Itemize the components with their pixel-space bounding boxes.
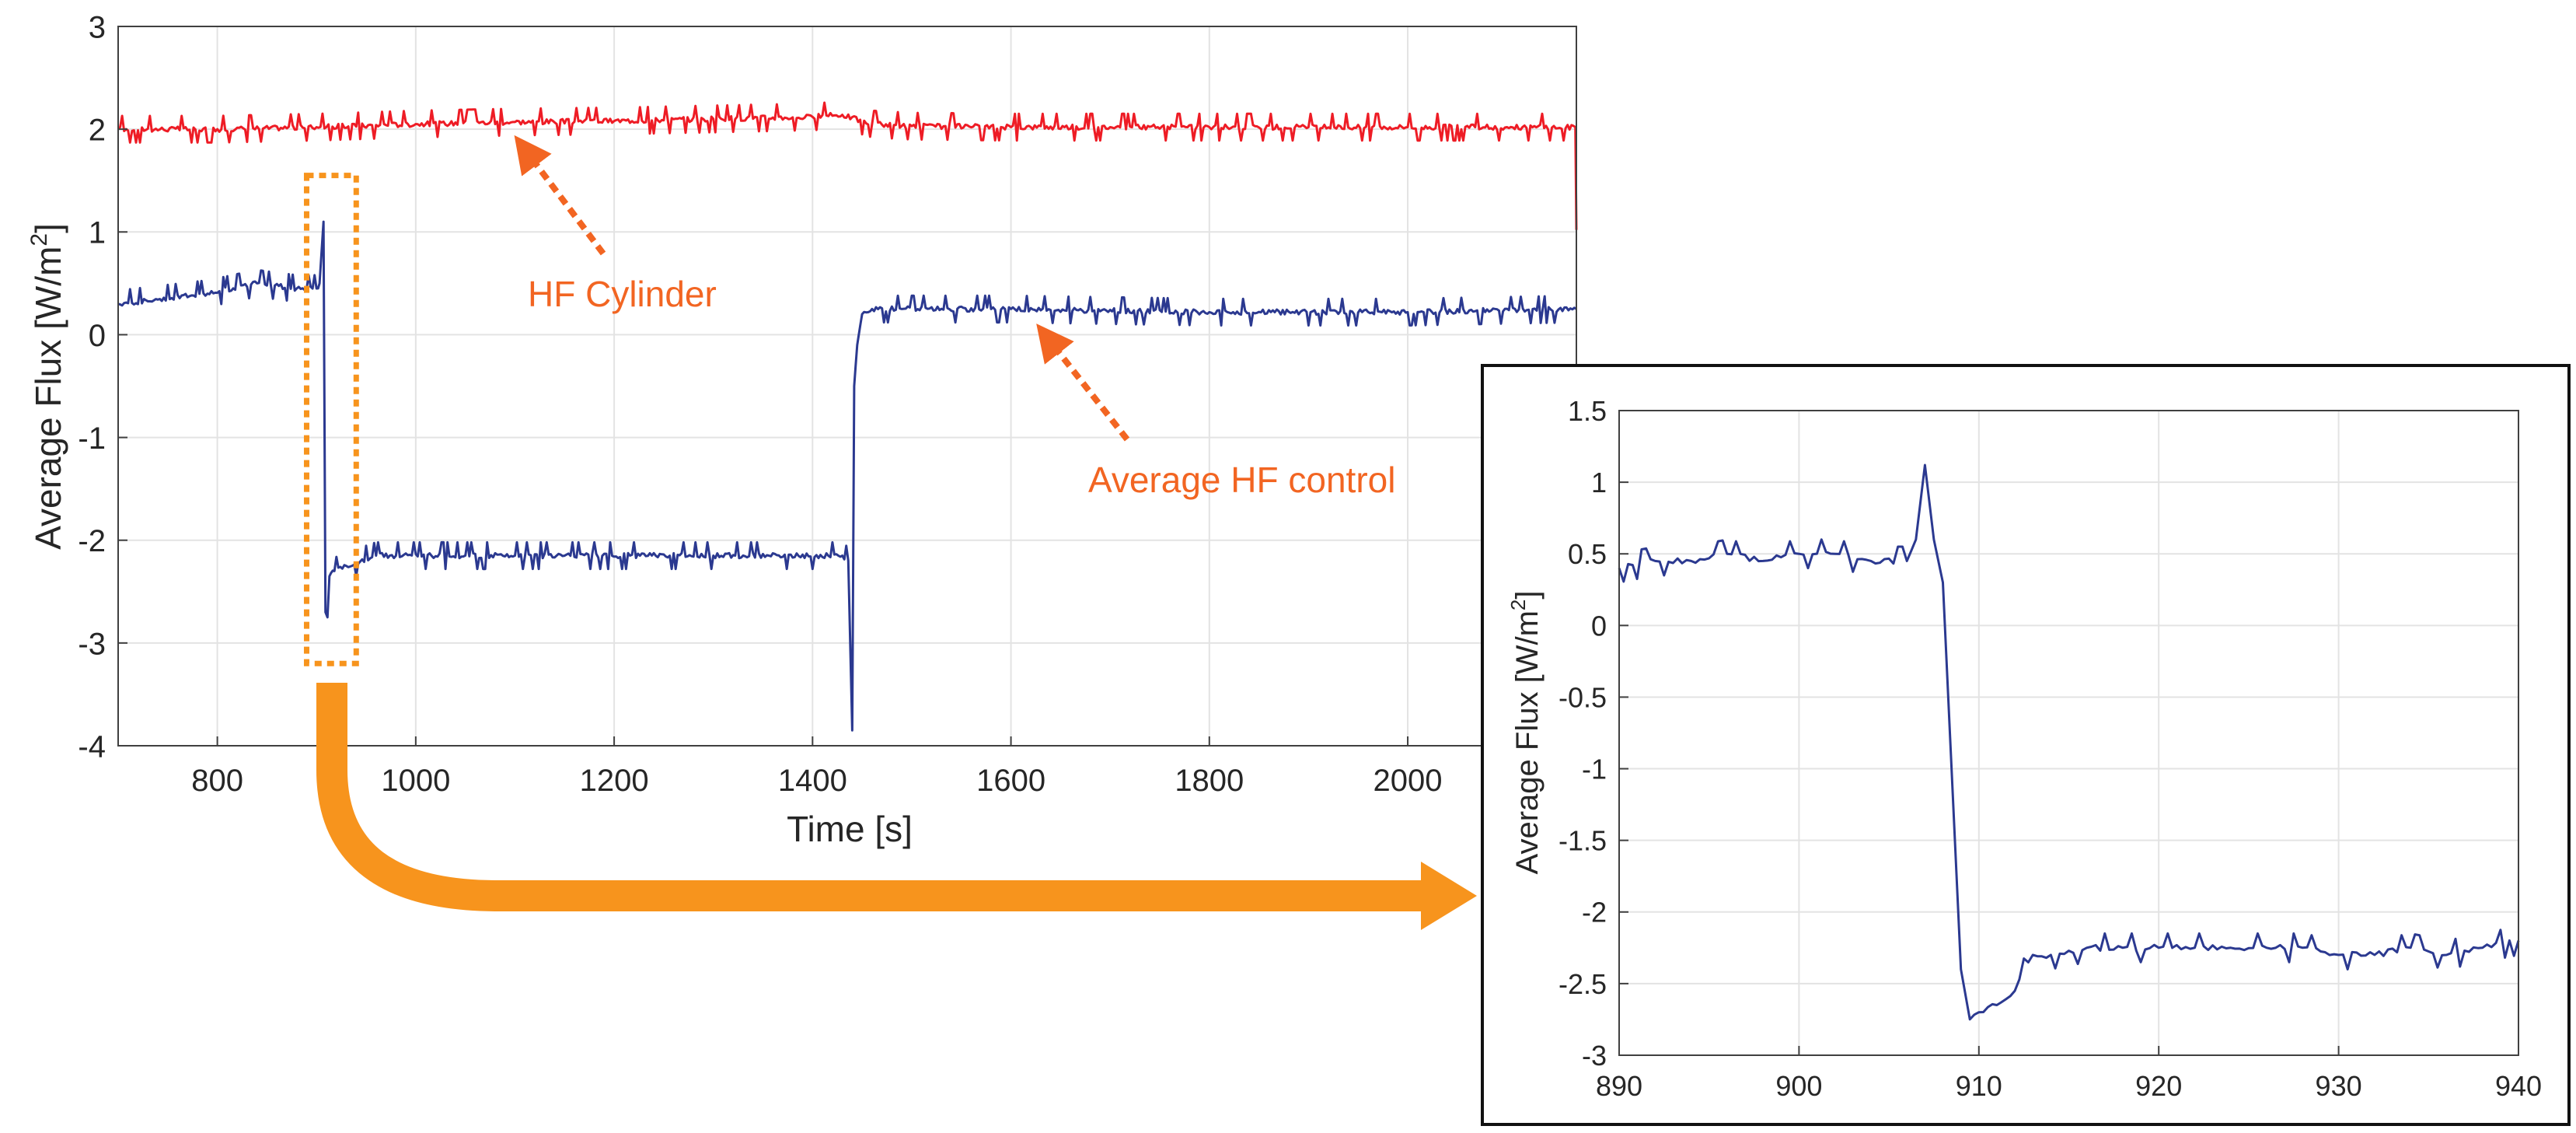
- inset-x-tick-label: 910: [1956, 1070, 2002, 1102]
- main-y-tick-label: -2: [78, 524, 106, 558]
- inset-ticks: 890 900 910 920 930 940 -3 -2.5 -2 -1.5 -1 -0.5 0 0.5…: [1559, 395, 2542, 1102]
- hf-cylinder-arrow: [514, 135, 606, 256]
- inset-y-tick-label: -0.5: [1559, 681, 1607, 713]
- zoom-connector-arrowhead: [1421, 862, 1477, 930]
- main-y-tick-label: 0: [89, 319, 106, 353]
- main-x-tick-label: 1800: [1175, 764, 1244, 798]
- series-line-average-hf-control: [1618, 463, 2520, 1021]
- main-y-tick-label: -4: [78, 729, 106, 764]
- inset-chart: 890 900 910 920 930 940 -3 -2.5 -2 -1.5 -1 -0.5 0 0.5…: [1481, 364, 2571, 1126]
- inset-x-tick-label: 930: [2316, 1070, 2362, 1102]
- main-grid: [118, 26, 1576, 747]
- main-x-tick-label: 1600: [976, 764, 1045, 798]
- inset-x-tick-label: 940: [2495, 1070, 2542, 1102]
- main-y-axis-label: Average Flux [W/m2]: [26, 223, 68, 550]
- inset-lines: [1618, 463, 2520, 1021]
- average-hf-control-arrow: [1036, 323, 1130, 442]
- inset-y-tick-label: -3: [1582, 1040, 1607, 1072]
- main-x-tick-label: 2000: [1374, 764, 1443, 798]
- inset-y-tick-label: 0.5: [1568, 538, 1607, 570]
- inset-y-tick-label: 0: [1591, 610, 1607, 642]
- inset-y-tick-label: 1.5: [1568, 395, 1607, 427]
- main-x-tick-label: 1400: [778, 764, 847, 798]
- main-lines: [117, 101, 1578, 732]
- series-line-average-hf-control: [117, 220, 1577, 732]
- main-x-tick-label: 1200: [580, 764, 649, 798]
- inset-y-tick-label: -2.5: [1559, 968, 1607, 1000]
- zoom-connector-arrow: [316, 683, 1477, 930]
- main-x-tick-label: 800: [191, 764, 243, 798]
- main-y-tick-label: -3: [78, 627, 106, 661]
- inset-x-tick-label: 900: [1775, 1070, 1822, 1102]
- main-ticks: 800 1000 1200 1400 1600 1800 2000 -4 -3 -2 -1 0 1 2 3: [78, 10, 1442, 798]
- main-y-tick-label: 3: [89, 10, 106, 44]
- main-y-tick-label: -1: [78, 421, 106, 456]
- average-hf-control-label: Average HF control: [1088, 460, 1395, 500]
- inset-x-tick-label: 920: [2135, 1070, 2182, 1102]
- hf-cylinder-label: HF Cylinder: [528, 274, 717, 314]
- main-chart: 800 1000 1200 1400 1600 1800 2000-4-3-2-10123 …: [26, 10, 1578, 849]
- inset-plot-area: [1619, 411, 2518, 1055]
- inset-y-tick-label: -1.5: [1559, 825, 1607, 857]
- inset-y-axis-label: Average Flux [W/m2]: [1506, 591, 1545, 875]
- series-line-hf-cylinder: [117, 101, 1578, 230]
- main-y-tick-label: 1: [89, 216, 106, 250]
- main-plot-area: [118, 26, 1576, 746]
- inset-y-tick-label: 1: [1591, 467, 1607, 498]
- inset-y-tick-label: -1: [1582, 754, 1607, 785]
- main-x-axis-label: Time [s]: [787, 809, 913, 849]
- main-x-tick-label: 1000: [381, 764, 450, 798]
- inset-plot-frame: [1618, 410, 2519, 1056]
- main-y-tick-label: 2: [89, 114, 106, 148]
- inset-x-tick-label: 890: [1596, 1070, 1642, 1102]
- zoom-highlight-box: [303, 173, 359, 666]
- inset-y-tick-label: -2: [1582, 897, 1607, 928]
